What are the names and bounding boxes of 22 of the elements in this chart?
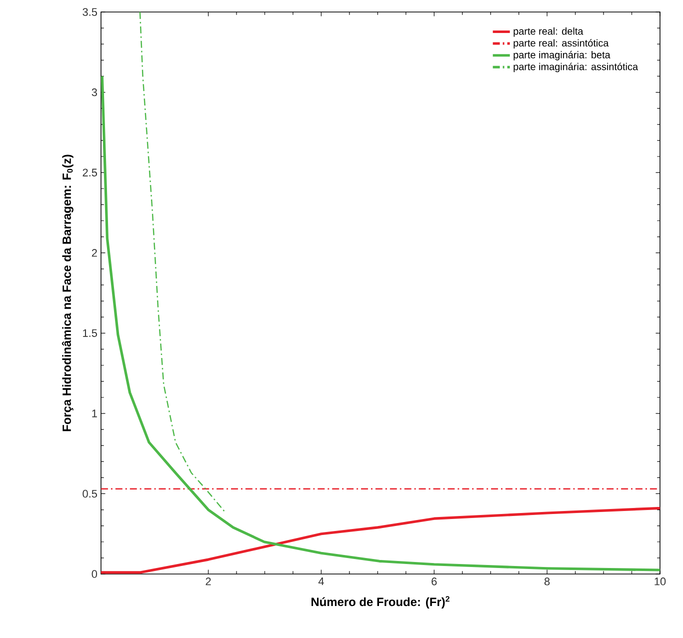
y-tick-label: 3.5 [82,8,98,16]
y-tick-label: 1 [92,410,97,418]
legend-label: parte imaginária: beta [514,50,610,60]
legend-label: parte real: delta [514,27,584,37]
x-tick-label: 10 [654,578,666,586]
y-tick-label: 0 [92,570,98,578]
x-tick-label: 2 [206,578,211,586]
line-series [101,506,660,574]
legend-label: parte imaginária: assintótica [514,62,638,72]
y-tick-label: 2.5 [82,168,98,176]
x-tick-label: 8 [544,578,550,586]
y-tick-label: 3 [92,88,97,96]
y-tick-label: 1.5 [83,329,98,337]
line-series [101,74,660,572]
y-tick-label: 2 [92,249,97,257]
x-axis-title: Número de Froude: (Fr)$^{2}$ [312,596,450,609]
y-tick-label: 0.5 [82,490,98,498]
x-tick-label: 6 [432,578,437,586]
line-series [139,12,226,514]
x-tick-label: 4 [318,578,324,586]
legend-label: parte real: assintótica [514,39,609,49]
y-axis-title: Força Hidrodinâmica na Face da Barragem: F$_{0}$(z) [62,154,74,432]
